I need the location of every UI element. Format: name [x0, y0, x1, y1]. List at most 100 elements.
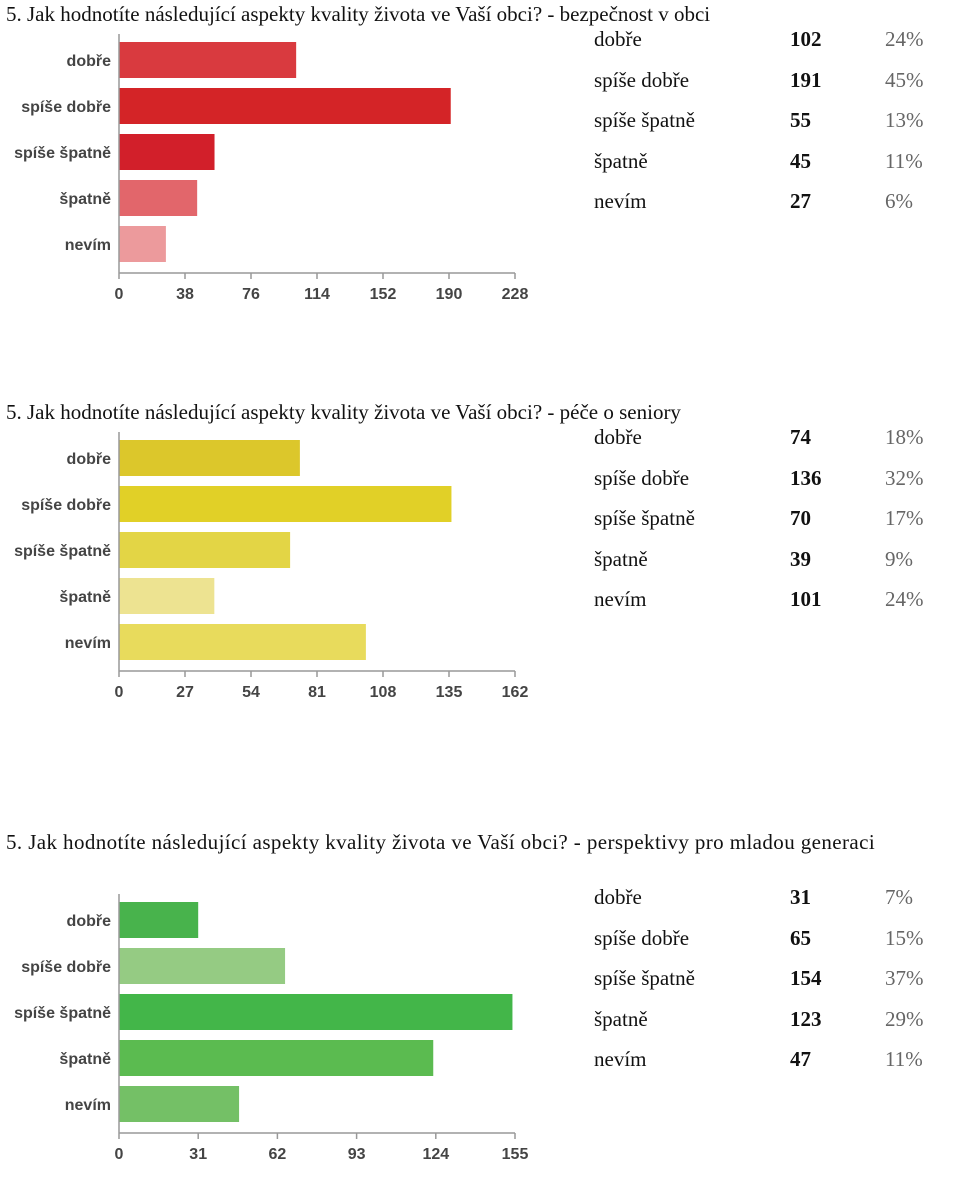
- bar: [119, 226, 166, 262]
- bar-chart-svg: dobře spíše dobře spíše špatně špatně nevím 0…: [13, 894, 528, 1163]
- category-label: spíše dobře: [21, 497, 111, 514]
- table-row: spíše dobře 136 32%: [594, 463, 954, 504]
- bar: [119, 42, 297, 78]
- answer-count: 31: [790, 885, 811, 909]
- answer-label: dobře: [594, 27, 642, 51]
- answer-percent: 6%: [885, 189, 913, 213]
- answer-label: spíše špatně: [594, 966, 695, 990]
- answer-percent: 24%: [885, 587, 924, 611]
- tick-label: 76: [242, 286, 260, 303]
- category-label: spíše dobře: [21, 959, 111, 976]
- answer-label: spíše špatně: [594, 108, 695, 132]
- answer-percent: 15%: [885, 925, 924, 950]
- answer-label: dobře: [594, 425, 642, 449]
- tick-label: 54: [242, 684, 260, 701]
- bar: [119, 88, 451, 124]
- answer-percent: 32%: [885, 465, 924, 490]
- answer-percent: 18%: [885, 425, 924, 449]
- tick-label: 228: [502, 286, 529, 303]
- answer-percent: 13%: [885, 108, 924, 132]
- bar-chart: dobře spíše dobře spíše špatně špatně nevím 0…: [0, 426, 545, 726]
- bar: [119, 994, 513, 1030]
- table-row: spíše špatně 154 37%: [594, 963, 954, 1004]
- tick-label: 124: [422, 1146, 449, 1163]
- answer-label: spíše dobře: [594, 67, 690, 92]
- answer-count: 136: [790, 465, 822, 490]
- table-row: spíše špatně 55 13%: [594, 105, 954, 146]
- chart-title: 5. Jak hodnotíte následující aspekty kva…: [6, 830, 876, 854]
- answer-count: 123: [790, 1006, 822, 1031]
- table-row: nevím 101 24%: [594, 584, 954, 625]
- answer-count: 101: [790, 587, 822, 611]
- bar: [119, 532, 291, 568]
- results-table: dobře 31 7% spíše dobře 65 15% spíše špatně 1…: [594, 882, 954, 1085]
- answer-count: 39: [790, 546, 811, 571]
- answer-count: 55: [790, 108, 811, 132]
- answer-label: nevím: [594, 1047, 647, 1071]
- tick-label: 108: [370, 684, 397, 701]
- tick-label: 62: [269, 1146, 287, 1163]
- answer-percent: 17%: [885, 506, 924, 530]
- table-row: špatně 123 29%: [594, 1004, 954, 1045]
- chart-block-youth-perspectives: 5. Jak hodnotíte následující aspekty kva…: [0, 828, 960, 1163]
- answer-label: špatně: [594, 546, 648, 571]
- answer-label: spíše dobře: [594, 465, 690, 490]
- chart-block-security: 5. Jak hodnotíte následující aspekty kva…: [0, 0, 960, 330]
- table-row: spíše špatně 70 17%: [594, 503, 954, 544]
- category-label: dobře: [67, 913, 112, 930]
- tick-label: 0: [115, 684, 124, 701]
- answer-count: 102: [790, 27, 822, 51]
- tick-label: 0: [115, 286, 124, 303]
- bar: [119, 578, 215, 614]
- bar: [119, 1040, 434, 1076]
- chart-block-senior-care: 5. Jak hodnotíte následující aspekty kva…: [0, 398, 960, 728]
- bar: [119, 180, 198, 216]
- tick-label: 38: [176, 286, 194, 303]
- bar: [119, 1086, 240, 1122]
- answer-count: 154: [790, 966, 822, 990]
- bar: [119, 440, 300, 476]
- answer-percent: 9%: [885, 546, 913, 571]
- tick-label: 162: [502, 684, 529, 701]
- category-label: spíše špatně: [14, 145, 111, 162]
- results-table: dobře 102 24% spíše dobře 191 45% spíše špat…: [594, 24, 954, 227]
- bar: [119, 134, 215, 170]
- answer-count: 47: [790, 1047, 811, 1071]
- table-row: dobře 74 18%: [594, 422, 954, 463]
- bar: [119, 902, 199, 938]
- table-row: dobře 31 7%: [594, 882, 954, 923]
- category-label: nevím: [65, 635, 111, 652]
- answer-percent: 11%: [885, 1047, 923, 1071]
- chart-title: 5. Jak hodnotíte následující aspekty kva…: [6, 400, 681, 424]
- answer-count: 45: [790, 148, 811, 173]
- answer-percent: 45%: [885, 67, 924, 92]
- answer-percent: 11%: [885, 148, 923, 173]
- category-label: dobře: [67, 53, 112, 70]
- tick-label: 31: [189, 1146, 207, 1163]
- category-label: spíše špatně: [14, 1005, 111, 1022]
- table-row: nevím 47 11%: [594, 1044, 954, 1085]
- results-table: dobře 74 18% spíše dobře 136 32% spíše špatn…: [594, 422, 954, 625]
- answer-percent: 37%: [885, 966, 924, 990]
- category-label: nevím: [65, 237, 111, 254]
- answer-label: nevím: [594, 189, 647, 213]
- answer-label: špatně: [594, 148, 648, 173]
- table-row: dobře 102 24%: [594, 24, 954, 65]
- table-row: spíše dobře 65 15%: [594, 923, 954, 964]
- category-label: špatně: [59, 1051, 111, 1068]
- tick-label: 81: [308, 684, 326, 701]
- category-label: špatně: [59, 589, 111, 606]
- answer-percent: 7%: [885, 885, 913, 909]
- category-label: spíše špatně: [14, 543, 111, 560]
- bar-chart: dobře spíše dobře spíše špatně špatně nevím 0…: [0, 888, 545, 1188]
- table-row: nevím 27 6%: [594, 186, 954, 227]
- answer-count: 74: [790, 425, 811, 449]
- answer-count: 65: [790, 925, 811, 950]
- chart-title: 5. Jak hodnotíte následující aspekty kva…: [6, 2, 711, 26]
- table-row: špatně 45 11%: [594, 146, 954, 187]
- answer-label: špatně: [594, 1006, 648, 1031]
- tick-label: 114: [304, 286, 330, 303]
- bar-chart: dobře spíše dobře spíše špatně špatně nevím 0…: [0, 28, 545, 328]
- tick-label: 152: [370, 286, 397, 303]
- tick-label: 27: [176, 684, 194, 701]
